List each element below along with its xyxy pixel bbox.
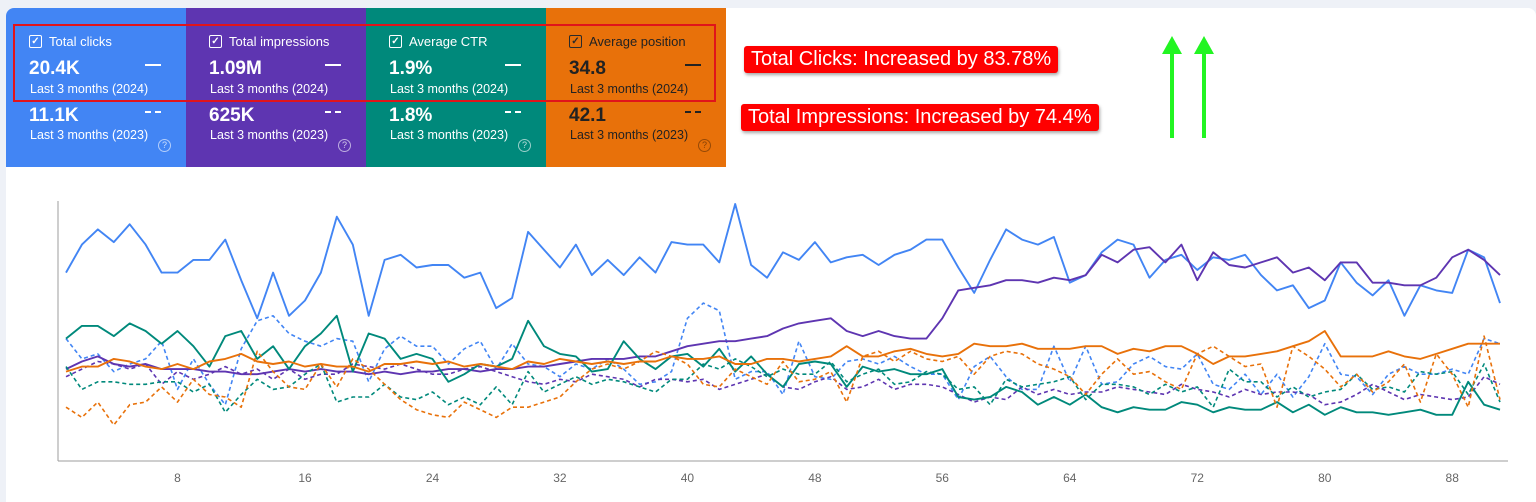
x-tick-label: 16: [298, 471, 312, 485]
metric-card-total-clicks[interactable]: ✓ Total clicks 20.4K Last 3 months (2024…: [6, 8, 186, 167]
series-line-7-previous: [65, 335, 1501, 426]
metric-card-average-ctr[interactable]: ✓ Average CTR 1.9% Last 3 months (2024) …: [366, 8, 546, 167]
metric-card-average-position[interactable]: ✓ Average position 34.8 Last 3 months (2…: [546, 8, 726, 167]
performance-line-chart: 8 16 24 32 40 48 56 64 72 80 88: [57, 201, 1508, 485]
card-label: Average CTR: [409, 34, 488, 49]
value-current: 1.09M: [209, 58, 262, 79]
card-header: ✓ Average position: [569, 34, 686, 49]
value-current: 34.8: [569, 58, 606, 79]
help-circle-icon[interactable]: ?: [698, 139, 711, 152]
x-tick-label: 72: [1191, 471, 1205, 485]
x-tick-label: 48: [808, 471, 822, 485]
checkbox-checked-icon[interactable]: ✓: [29, 35, 42, 48]
series-line-0-current: [65, 203, 1501, 320]
series-line-5-previous: [65, 358, 1501, 414]
value-previous: 11.1K: [29, 105, 79, 126]
x-tick-label: 64: [1063, 471, 1077, 485]
checkbox-checked-icon[interactable]: ✓: [389, 35, 402, 48]
series-line-3-previous: [65, 360, 1501, 406]
x-tick-group: 8 16 24 32 40 48 56 64 72 80 88: [174, 471, 1459, 485]
dashed-line-icon: [505, 111, 521, 113]
green-up-arrow-icon: [1194, 36, 1214, 138]
period-current: Last 3 months (2024): [570, 82, 689, 96]
x-tick-label: 40: [681, 471, 695, 485]
plot-series-group: [65, 203, 1501, 426]
x-tick-label: 88: [1446, 471, 1460, 485]
value-current: 20.4K: [29, 58, 80, 79]
card-label: Average position: [589, 34, 686, 49]
period-previous: Last 3 months (2023): [210, 128, 329, 142]
help-circle-icon[interactable]: ?: [158, 139, 171, 152]
impressions-increase-callout: Total Impressions: Increased by 74.4%: [741, 104, 1099, 131]
period-current: Last 3 months (2024): [30, 82, 149, 96]
series-line-4-current: [65, 314, 1501, 416]
dashed-line-icon: [145, 111, 161, 113]
period-previous: Last 3 months (2023): [30, 128, 149, 142]
x-tick-label: 24: [426, 471, 440, 485]
checkbox-checked-icon[interactable]: ✓: [569, 35, 582, 48]
value-previous: 42.1: [569, 105, 606, 126]
x-tick-label: 56: [936, 471, 950, 485]
period-previous: Last 3 months (2023): [570, 128, 689, 142]
value-previous: 625K: [209, 105, 255, 126]
period-previous: Last 3 months (2023): [390, 128, 509, 142]
x-tick-label: 8: [174, 471, 181, 485]
period-current: Last 3 months (2024): [390, 82, 509, 96]
help-circle-icon[interactable]: ?: [518, 139, 531, 152]
series-line-2-current: [65, 243, 1501, 376]
solid-line-icon: [505, 64, 521, 66]
x-tick-label: 32: [553, 471, 567, 485]
series-line-6-current: [65, 330, 1500, 373]
green-up-arrow-icon: [1162, 36, 1182, 138]
solid-line-icon: [325, 64, 341, 66]
value-current: 1.9%: [389, 58, 433, 79]
dashed-line-icon: [325, 111, 341, 113]
card-label: Total clicks: [49, 34, 112, 49]
value-previous: 1.8%: [389, 105, 433, 126]
solid-line-icon: [685, 64, 701, 66]
card-header: ✓ Average CTR: [389, 34, 488, 49]
series-line-1-previous: [65, 302, 1501, 406]
solid-line-icon: [145, 64, 161, 66]
metric-cards: ✓ Total clicks 20.4K Last 3 months (2024…: [6, 8, 726, 167]
card-header: ✓ Total impressions: [209, 34, 329, 49]
period-current: Last 3 months (2024): [210, 82, 329, 96]
checkbox-checked-icon[interactable]: ✓: [209, 35, 222, 48]
dashed-line-icon: [685, 111, 701, 113]
x-tick-label: 80: [1318, 471, 1332, 485]
help-circle-icon[interactable]: ?: [338, 139, 351, 152]
card-header: ✓ Total clicks: [29, 34, 112, 49]
metric-card-total-impressions[interactable]: ✓ Total impressions 1.09M Last 3 months …: [186, 8, 366, 167]
clicks-increase-callout: Total Clicks: Increased by 83.78%: [744, 46, 1059, 73]
card-label: Total impressions: [229, 34, 330, 49]
